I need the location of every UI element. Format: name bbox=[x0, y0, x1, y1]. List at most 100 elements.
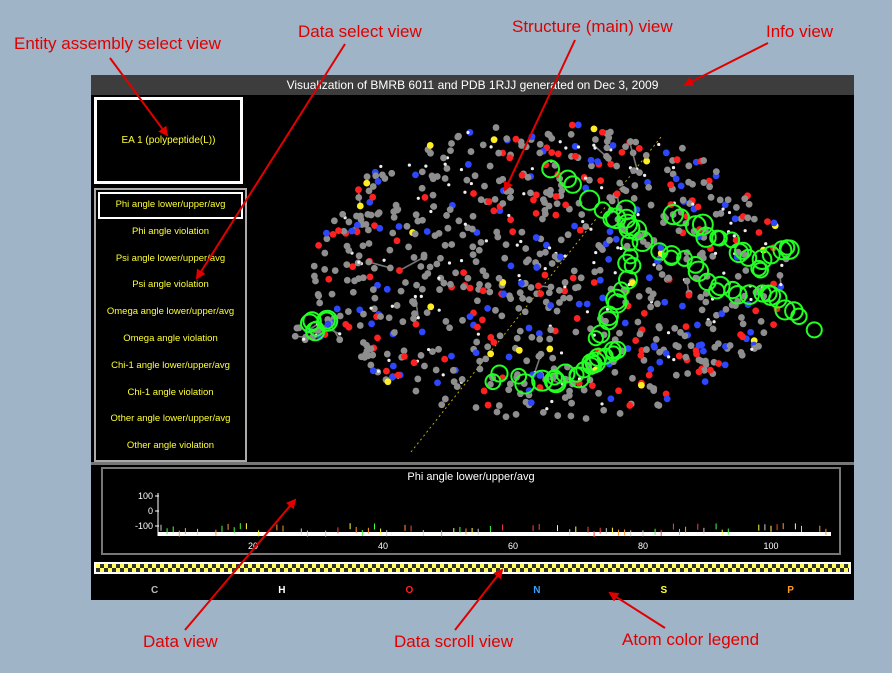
atom-sphere bbox=[452, 269, 460, 277]
atom-sphere bbox=[484, 282, 492, 290]
highlight-ring bbox=[531, 369, 554, 392]
data-select-item-chi1-violation[interactable]: Chi-1 angle violation bbox=[127, 386, 214, 398]
data-select-item-omega-violation[interactable]: Omega angle violation bbox=[123, 332, 218, 344]
atom-sphere bbox=[722, 271, 726, 275]
data-select-item-other-violation[interactable]: Other angle violation bbox=[126, 440, 215, 452]
atom-sphere bbox=[437, 274, 445, 282]
data-select-item-chi1-lua[interactable]: Chi-1 angle lower/upper/avg bbox=[111, 359, 230, 371]
atom-sphere bbox=[629, 374, 636, 382]
atom-sphere bbox=[420, 253, 428, 261]
atom-sphere bbox=[412, 320, 420, 328]
atom-sphere bbox=[521, 308, 529, 316]
callout-data-view: Data view bbox=[143, 632, 218, 651]
atom-sphere bbox=[369, 351, 377, 359]
atom-sphere bbox=[780, 263, 784, 268]
entity-assembly-item[interactable]: EA 1 (polypeptide(L)) bbox=[121, 135, 216, 146]
atom-sphere bbox=[745, 200, 753, 208]
atom-sphere bbox=[582, 415, 590, 422]
data-plot[interactable]: 100 0 -100 20 40 60 80 100 bbox=[103, 469, 839, 553]
legend-atom-p: P bbox=[787, 584, 794, 596]
atom-sphere bbox=[726, 342, 734, 349]
data-select-item-psi-violation[interactable]: Psi angle violation bbox=[132, 279, 209, 291]
atom-sphere bbox=[374, 178, 382, 185]
data-scroll-view[interactable] bbox=[94, 562, 851, 574]
atom-sphere bbox=[495, 149, 503, 157]
atom-sphere bbox=[543, 189, 550, 196]
atom-sphere bbox=[449, 366, 457, 374]
atom-sphere bbox=[335, 227, 342, 235]
entity-assembly-select-view[interactable]: EA 1 (polypeptide(L)) bbox=[94, 97, 243, 184]
atom-sphere bbox=[727, 210, 732, 215]
atom-sphere bbox=[737, 348, 745, 356]
data-select-item-phi-violation[interactable]: Phi angle violation bbox=[131, 225, 210, 237]
atom-sphere bbox=[363, 179, 371, 187]
highlight-ring bbox=[663, 249, 680, 267]
data-select-item-other-lua[interactable]: Other angle lower/upper/avg bbox=[110, 413, 231, 425]
atom-sphere bbox=[455, 217, 463, 225]
atom-sphere bbox=[679, 144, 686, 152]
atom-sphere bbox=[683, 277, 691, 285]
atom-sphere bbox=[677, 182, 685, 190]
atom-sphere bbox=[700, 157, 708, 164]
atom-sphere bbox=[448, 241, 456, 248]
atom-sphere bbox=[388, 169, 396, 177]
atom-sphere bbox=[752, 307, 760, 315]
atom-sphere bbox=[564, 146, 568, 150]
atom-sphere bbox=[447, 147, 454, 155]
atom-sphere bbox=[606, 194, 614, 201]
atom-sphere bbox=[739, 320, 747, 328]
atom-sphere bbox=[702, 298, 710, 306]
atom-sphere bbox=[522, 192, 526, 196]
atom-sphere bbox=[721, 361, 729, 369]
atom-sphere bbox=[561, 394, 569, 402]
atom-sphere bbox=[581, 219, 585, 224]
atom-sphere bbox=[571, 284, 579, 292]
atom-sphere bbox=[371, 222, 378, 230]
atom-sphere bbox=[419, 216, 426, 224]
atom-sphere bbox=[582, 184, 590, 192]
atom-sphere bbox=[421, 362, 428, 370]
atom-sphere bbox=[562, 201, 570, 209]
atom-sphere bbox=[356, 322, 364, 329]
atom-sphere bbox=[623, 242, 631, 250]
atom-sphere bbox=[433, 260, 441, 268]
data-view[interactable]: Phi angle lower/upper/avg 100 0 -100 20 … bbox=[101, 467, 841, 555]
atom-sphere bbox=[441, 355, 449, 363]
data-select-item-omega-lua[interactable]: Omega angle lower/upper/avg bbox=[106, 306, 235, 318]
data-select-item-psi-lua[interactable]: Psi angle lower/upper/avg bbox=[115, 252, 226, 264]
atom-sphere bbox=[291, 332, 299, 340]
highlight-ring bbox=[616, 208, 637, 229]
atom-sphere bbox=[532, 234, 540, 241]
atom-sphere bbox=[732, 234, 736, 238]
data-select-item-phi-lua[interactable]: Phi angle lower/upper/avg bbox=[98, 192, 243, 219]
atom-sphere bbox=[343, 261, 351, 269]
x-tick-60: 60 bbox=[508, 541, 518, 551]
atom-sphere bbox=[506, 194, 514, 202]
structure-main-view[interactable] bbox=[251, 97, 854, 462]
atom-sphere bbox=[672, 358, 676, 362]
atom-sphere bbox=[700, 366, 708, 374]
atom-sphere bbox=[637, 351, 645, 359]
atom-sphere bbox=[441, 373, 445, 377]
molecule-render[interactable] bbox=[251, 97, 854, 462]
atom-sphere bbox=[652, 335, 660, 343]
atom-sphere bbox=[359, 339, 367, 346]
atom-sphere bbox=[477, 196, 485, 204]
atom-sphere bbox=[706, 183, 714, 191]
atom-sphere bbox=[482, 355, 490, 363]
atom-sphere bbox=[388, 373, 396, 381]
atom-sphere bbox=[575, 300, 583, 308]
atom-sphere bbox=[706, 366, 714, 374]
highlight-ring bbox=[578, 189, 601, 211]
atom-sphere bbox=[437, 276, 441, 280]
atom-sphere bbox=[484, 239, 488, 243]
view-divider[interactable] bbox=[91, 462, 854, 465]
highlight-ring bbox=[631, 230, 654, 253]
atom-sphere bbox=[369, 183, 377, 190]
atom-sphere bbox=[493, 408, 501, 416]
atom-sphere bbox=[342, 321, 350, 328]
atom-sphere bbox=[302, 337, 306, 341]
atom-sphere bbox=[403, 222, 411, 230]
atom-sphere bbox=[595, 241, 603, 249]
atom-sphere bbox=[770, 219, 778, 227]
